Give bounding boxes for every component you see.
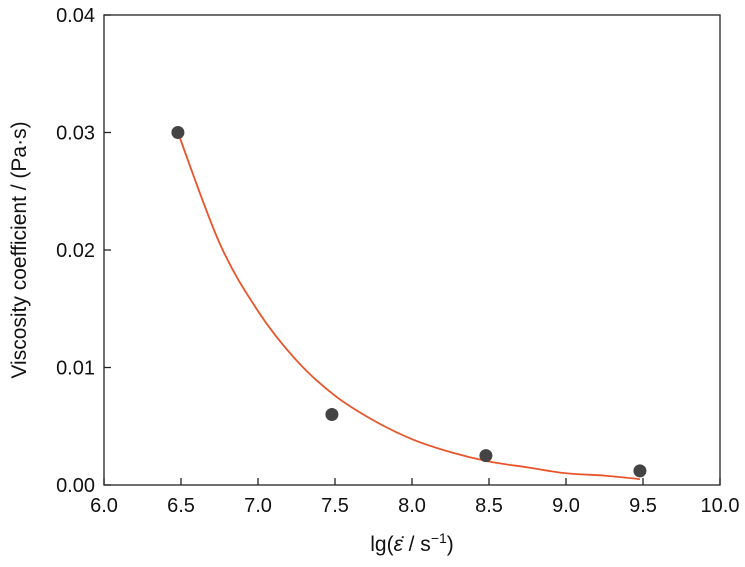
y-tick-label: 0.03	[56, 123, 95, 145]
x-axis-title: lg(ε̇ / s−1)	[370, 530, 454, 556]
x-tick-label: 7.5	[321, 495, 349, 517]
series-layer	[171, 126, 647, 481]
data-point	[479, 449, 493, 463]
data-point	[633, 464, 647, 478]
x-tick-label: 9.0	[552, 495, 580, 517]
data-point	[171, 126, 185, 139]
x-tick-label: 9.5	[629, 495, 657, 517]
epsilon-dot-symbol: ε̇	[394, 533, 405, 556]
x-tick-label: 10.0	[701, 495, 740, 517]
y-tick-label: 0.02	[56, 240, 95, 262]
x-axis: 6.0 6.5 7.0 7.5 8.0 8.5 9.0 9.5 10.0	[90, 478, 739, 517]
x-tick-label: 6.0	[90, 495, 118, 517]
x-tick-label: 8.0	[398, 495, 426, 517]
y-tick-label: 0.00	[56, 475, 95, 497]
y-axis: 0.00 0.01 0.02 0.03 0.04	[56, 5, 111, 497]
x-tick-label: 8.5	[475, 495, 503, 517]
y-tick-label: 0.04	[56, 5, 95, 27]
x-tick-label: 7.0	[244, 495, 272, 517]
fit-curve	[177, 132, 641, 481]
data-point	[325, 408, 339, 421]
y-axis-title: Viscosity coefficient / (Pa·s)	[8, 121, 31, 378]
y-tick-label: 0.01	[56, 358, 95, 380]
plot-frame	[103, 14, 721, 486]
x-tick-label: 6.5	[167, 495, 195, 517]
